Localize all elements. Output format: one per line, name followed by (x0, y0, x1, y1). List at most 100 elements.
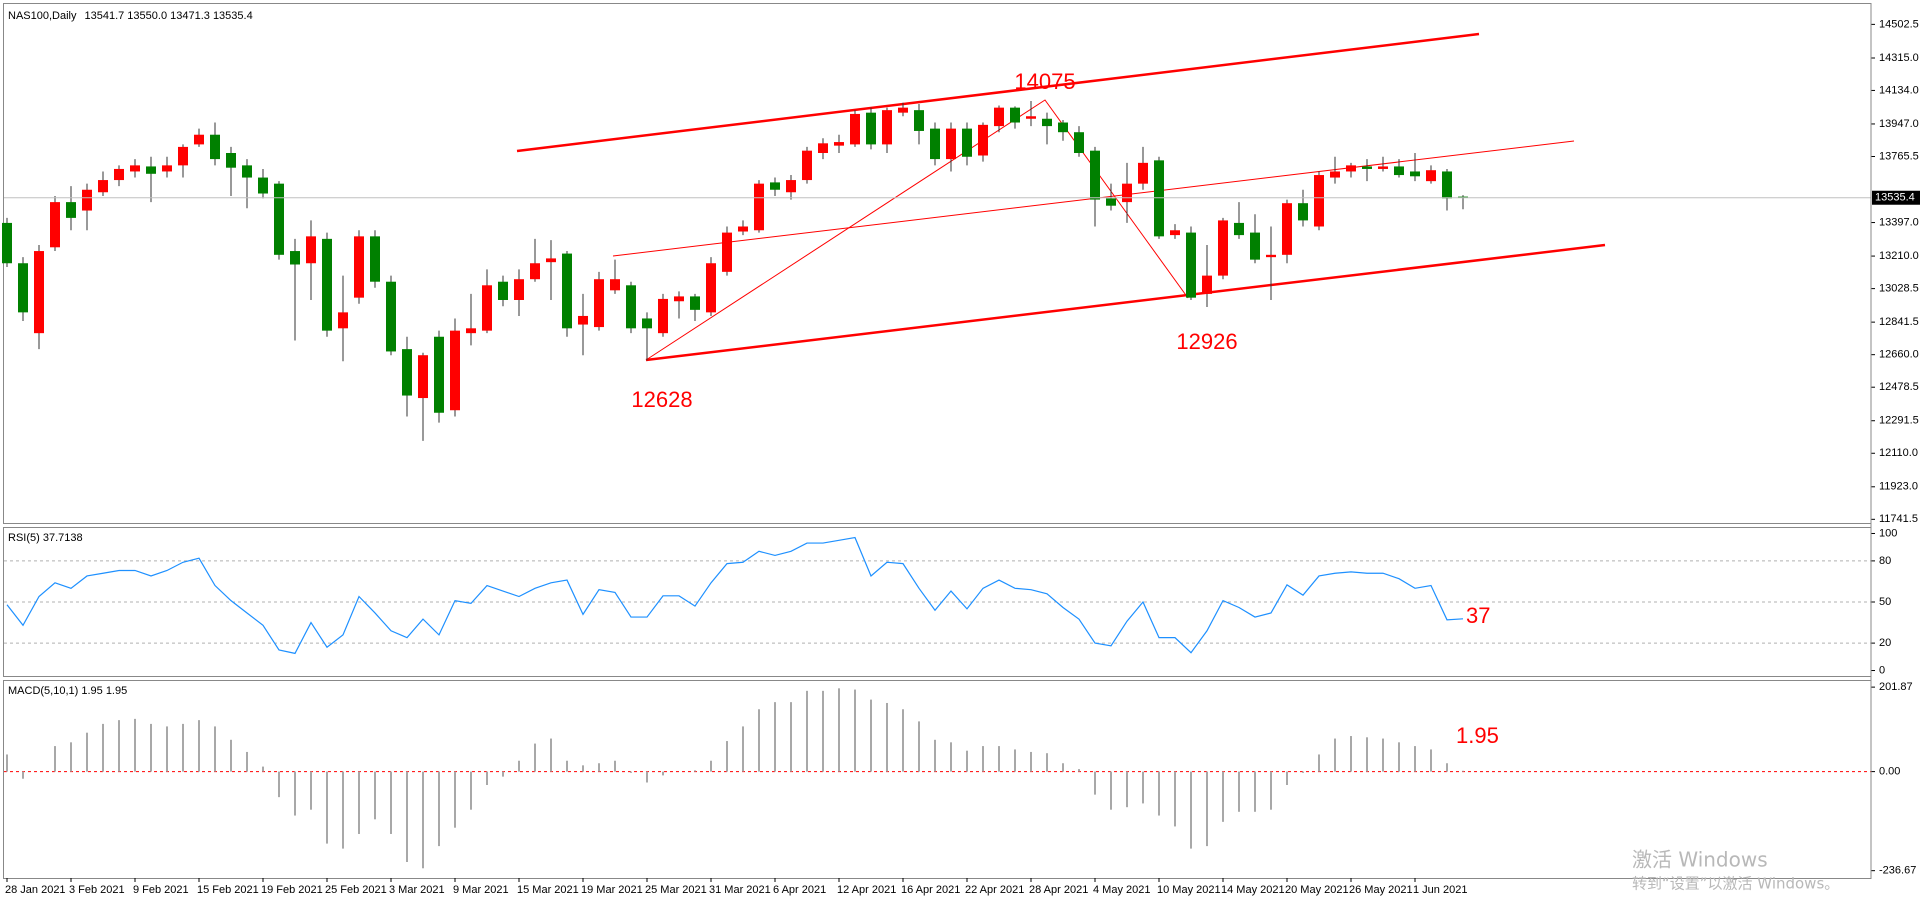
rsi-line (6, 536, 1464, 655)
y-tick-label: 20 (1879, 637, 1891, 649)
x-tick-label: 15 Feb 2021 (197, 884, 259, 896)
annotation: 12628 (631, 387, 692, 412)
x-tick-label: 6 Apr 2021 (773, 884, 826, 896)
pane-title: NAS100,Daily (8, 10, 77, 22)
channel-lower (645, 243, 1606, 362)
candle-body (1346, 165, 1356, 172)
candle-body (946, 128, 956, 160)
candle-body (1362, 166, 1372, 169)
candle-body (818, 143, 828, 153)
candle-body (338, 312, 348, 329)
candle-body (450, 330, 460, 411)
y-tick-label: 13028.5 (1879, 283, 1919, 295)
candle-body (1266, 254, 1276, 258)
candle-body (738, 226, 748, 232)
candle-body (674, 296, 684, 302)
candle-body (434, 336, 444, 413)
y-tick-label: 14134.0 (1879, 84, 1919, 96)
y-tick-label: 11923.0 (1879, 481, 1918, 493)
annotation: 1.95 (1456, 723, 1499, 748)
candle-body (610, 279, 620, 291)
y-tick-label: 201.87 (1879, 681, 1913, 693)
y-tick-label: 12660.0 (1879, 349, 1919, 361)
candle-body (66, 202, 76, 218)
y-tick-label: 11741.5 (1879, 513, 1918, 525)
annotation: 14075 (1014, 69, 1075, 94)
candle-body (514, 279, 524, 300)
candle-body (466, 328, 476, 334)
candle-body (2, 222, 12, 264)
candle-body (594, 279, 604, 328)
candle-body (706, 263, 716, 313)
y-tick-label: 12841.5 (1879, 316, 1919, 328)
x-tick-label: 25 Mar 2021 (645, 884, 707, 896)
y-tick-label: 14315.0 (1879, 52, 1919, 64)
candle-body (274, 183, 284, 255)
pane-subtitle: 13541.7 13550.0 13471.3 13535.4 (84, 10, 252, 22)
candle-body (658, 298, 668, 334)
candle-body (642, 318, 652, 329)
y-tick-label: 13765.5 (1879, 150, 1919, 162)
candle-body (178, 146, 188, 166)
x-tick-label: 9 Feb 2021 (133, 884, 189, 896)
candle-body (82, 189, 92, 211)
candle-body (322, 238, 332, 331)
candle-body (1282, 203, 1292, 255)
x-tick-label: 19 Mar 2021 (581, 884, 643, 896)
candle-body (1170, 230, 1180, 236)
candle-body (402, 349, 412, 396)
candle-body (1218, 220, 1228, 276)
x-tick-label: 22 Apr 2021 (965, 884, 1024, 896)
y-tick-label: 12478.5 (1879, 381, 1919, 393)
x-tick-label: 26 May 2021 (1349, 884, 1413, 896)
y-tick-label: 13210.0 (1879, 250, 1919, 262)
candle-body (498, 281, 508, 300)
candle-body (18, 263, 28, 313)
candle-body (850, 113, 860, 145)
candle-body (546, 258, 556, 263)
candle-body (242, 165, 252, 178)
watermark-text: 转到“设置”以激活 Windows。 (1632, 875, 1839, 893)
candle-body (194, 134, 204, 145)
candle-body (626, 285, 636, 329)
x-tick-label: 15 Mar 2021 (517, 884, 579, 896)
y-tick-label: 100 (1879, 527, 1897, 539)
y-tick-label: 12291.5 (1879, 415, 1919, 427)
y-tick-label: 0.00 (1879, 766, 1900, 778)
candle-body (114, 168, 124, 181)
candle-body (1250, 232, 1260, 260)
x-tick-label: 14 May 2021 (1221, 884, 1285, 896)
candle-body (1074, 132, 1084, 153)
candle-body (370, 236, 380, 282)
candle-body (882, 110, 892, 145)
x-tick-label: 12 Apr 2021 (837, 884, 896, 896)
pane-title: MACD(5,10,1) 1.95 1.95 (8, 685, 127, 697)
candle-body (1378, 166, 1388, 169)
candle-body (914, 110, 924, 131)
candle-body (754, 183, 764, 231)
candle-body (802, 150, 812, 181)
y-tick-label: 13947.0 (1879, 118, 1919, 130)
candle-body (1010, 107, 1020, 123)
candle-body (258, 177, 268, 194)
candle-body (1106, 198, 1116, 206)
candle-body (690, 296, 700, 310)
candle-body (898, 107, 908, 113)
candle-body (994, 107, 1004, 127)
x-tick-label: 28 Jan 2021 (5, 884, 66, 896)
candle-body (162, 165, 172, 172)
y-tick-label: 13397.0 (1879, 216, 1919, 228)
candle-body (1154, 160, 1164, 237)
current-price-label: 13535.4 (1875, 192, 1915, 204)
candle-body (578, 315, 588, 325)
pane-title: RSI(5) 37.7138 (8, 532, 83, 544)
annotation: 37 (1466, 603, 1490, 628)
candle-body (1122, 183, 1132, 203)
candle-body (386, 281, 396, 352)
x-tick-label: 16 Apr 2021 (901, 884, 960, 896)
candle-body (306, 236, 316, 264)
swing-zigzag (645, 99, 1189, 361)
candle-body (562, 253, 572, 329)
